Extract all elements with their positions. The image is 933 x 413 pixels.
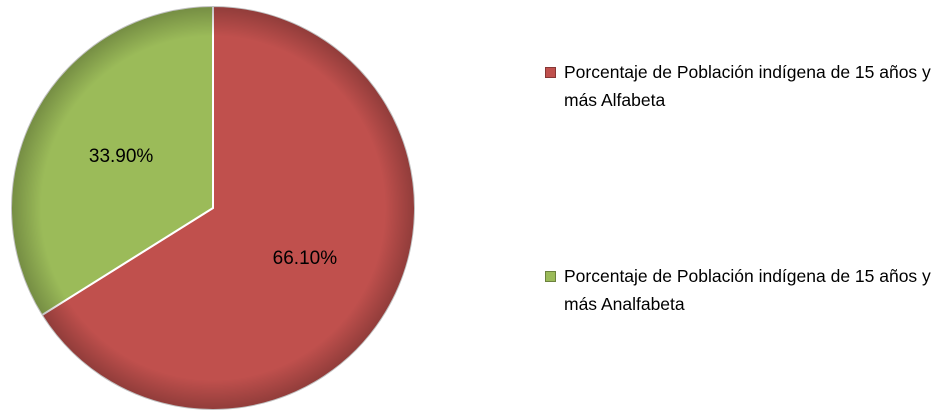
legend-item: Porcentaje de Población indígena de 15 a…	[545, 58, 931, 114]
legend-label: Porcentaje de Población indígena de 15 a…	[564, 62, 931, 110]
chart: 66.10% 33.90%	[10, 4, 416, 411]
legend-swatch	[545, 67, 556, 78]
legend-item: Porcentaje de Población indígena de 15 a…	[545, 262, 931, 318]
data-label: 66.10%	[273, 248, 338, 269]
data-label: 33.90%	[89, 146, 154, 167]
legend-label: Porcentaje de Población indígena de 15 a…	[564, 266, 931, 314]
legend-swatch	[545, 271, 556, 282]
